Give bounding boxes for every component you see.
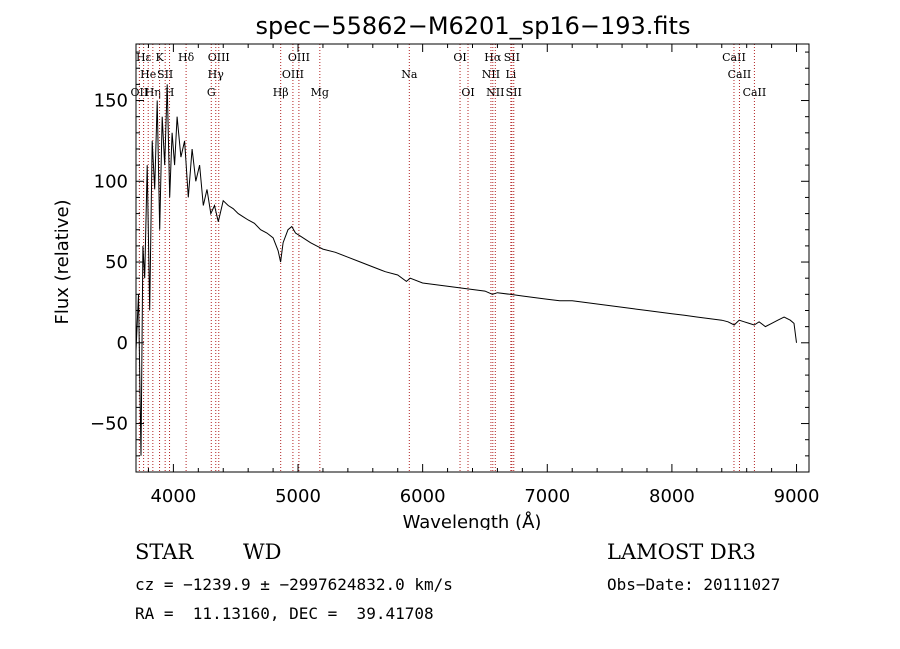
- x-tick-label: 8000: [649, 486, 695, 507]
- object-subclass: WD: [243, 540, 282, 564]
- spectral-line-label: H: [165, 86, 175, 99]
- spectral-line-label: G: [207, 86, 216, 99]
- coordinates: RA = 11.13160, DEC = 39.41708: [135, 604, 434, 623]
- spectral-line-label: Hβ: [273, 86, 289, 99]
- survey-name: LAMOST DR3: [607, 540, 756, 564]
- x-tick-label: 7000: [524, 486, 570, 507]
- flux-series-line: [135, 84, 797, 456]
- spectral-line-label: Li: [505, 68, 516, 81]
- x-tick-label: 9000: [774, 486, 820, 507]
- y-tick-label: 150: [94, 91, 128, 112]
- spectral-line-label: OI: [461, 86, 474, 99]
- spectral-line-label: CaII: [743, 86, 767, 99]
- spectral-line-label: OI: [453, 51, 466, 64]
- spectral-line-label: Hδ: [178, 51, 195, 64]
- spectral-line-label: OIII: [288, 51, 310, 64]
- spectral-line-label: NII: [482, 68, 500, 81]
- y-axis-label: Flux (relative): [52, 199, 73, 324]
- spectral-line-label: NII: [486, 86, 504, 99]
- spectral-line-label: Hε: [136, 51, 152, 64]
- spectrum-chart: spec−55862−M6201_sp16−193.fits Hε OII He Hη…: [52, 12, 820, 530]
- y-tick-label: 0: [117, 333, 128, 354]
- x-tick-label: 4000: [150, 486, 196, 507]
- spectral-line-label: Hα: [484, 51, 502, 64]
- spectral-line-label: Hγ: [208, 68, 225, 81]
- spectral-line-label: Mg: [311, 86, 329, 99]
- obs-date: Obs−Date: 20111027: [607, 575, 781, 594]
- y-tick-label: −50: [90, 414, 128, 435]
- spectral-line-label: Na: [401, 68, 418, 81]
- plot-frame: [135, 43, 810, 473]
- chart-title: spec−55862−M6201_sp16−193.fits: [256, 12, 691, 40]
- x-tick-label: 5000: [275, 486, 321, 507]
- spectral-line-label: CaII: [728, 68, 752, 81]
- spectral-line-label: SII: [504, 51, 520, 64]
- spectral-line-label: OII: [131, 86, 149, 99]
- spectral-line-label: CaII: [722, 51, 746, 64]
- spectral-line-label: OIII: [208, 51, 230, 64]
- spectral-line-label: Hη: [145, 86, 161, 99]
- y-tick-label: 50: [105, 252, 128, 273]
- redshift-text: cz = −1239.9 ± −2997624832.0 km/s: [135, 575, 453, 594]
- spectral-line-label: SII: [157, 68, 173, 81]
- spectral-line-label: He: [140, 68, 156, 81]
- spectral-line-label: K: [155, 51, 164, 64]
- y-tick-label: 100: [94, 171, 128, 192]
- spectral-line-label: OIII: [282, 68, 304, 81]
- x-tick-label: 6000: [400, 486, 446, 507]
- spectral-line-label: SII: [506, 86, 522, 99]
- x-axis-label: Wavelength (Å): [403, 511, 542, 530]
- object-class: STAR: [135, 540, 194, 564]
